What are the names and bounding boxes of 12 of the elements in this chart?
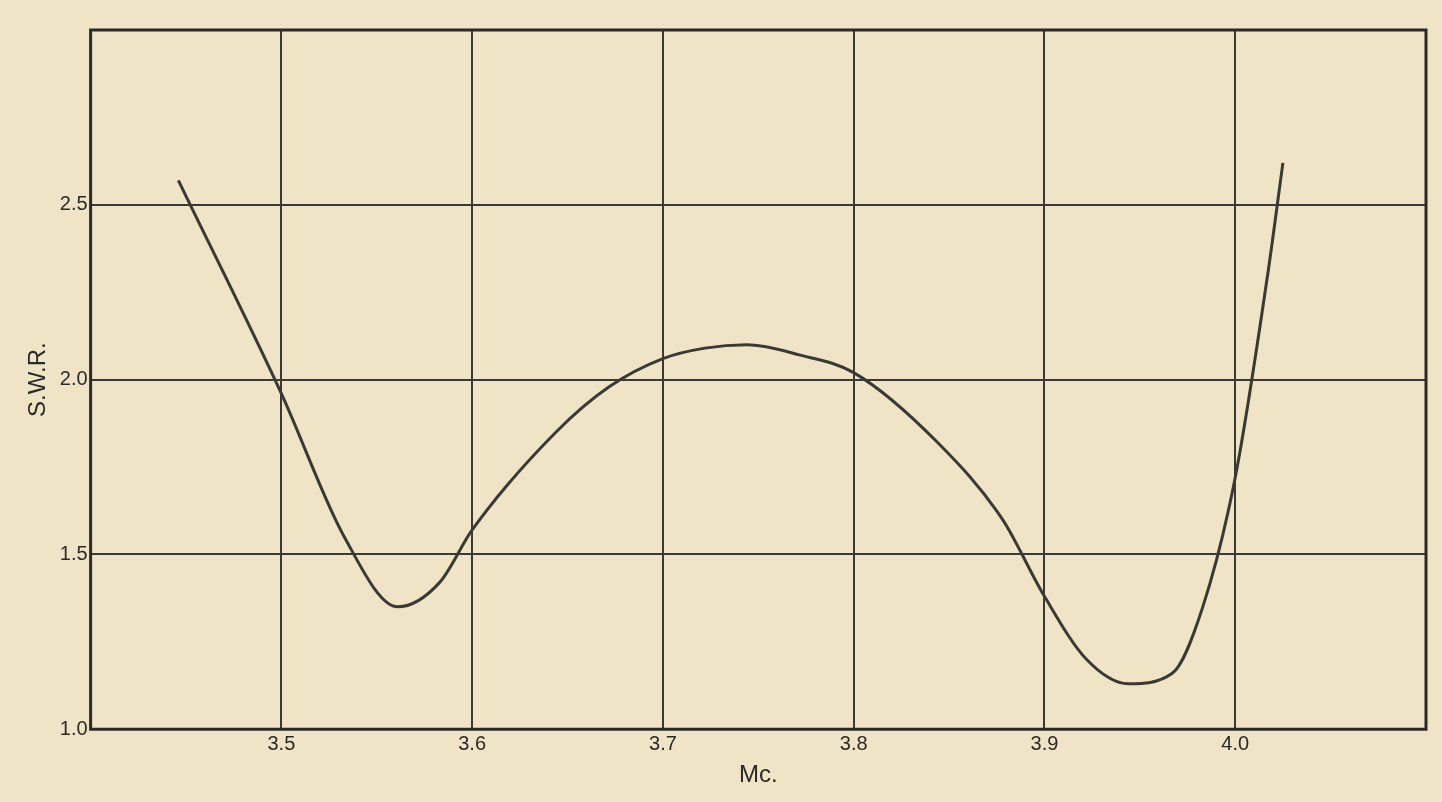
x-tick-label: 3.7 (649, 731, 677, 754)
x-axis-title: Mc. (738, 760, 778, 788)
x-tick-label: 3.9 (1030, 731, 1059, 754)
x-tick-label: 3.8 (839, 731, 868, 754)
x-tick-label: 3.5 (267, 731, 296, 754)
y-tick-label: 1.5 (59, 541, 88, 564)
y-tick-label: 2.0 (59, 367, 88, 390)
y-axis-title: S.W.R. (23, 342, 51, 417)
x-tick-label: 4.0 (1221, 731, 1250, 754)
y-tick-label: 1.0 (59, 716, 88, 739)
y-tick-label: 2.5 (59, 192, 88, 215)
x-tick-label: 3.6 (458, 731, 487, 754)
